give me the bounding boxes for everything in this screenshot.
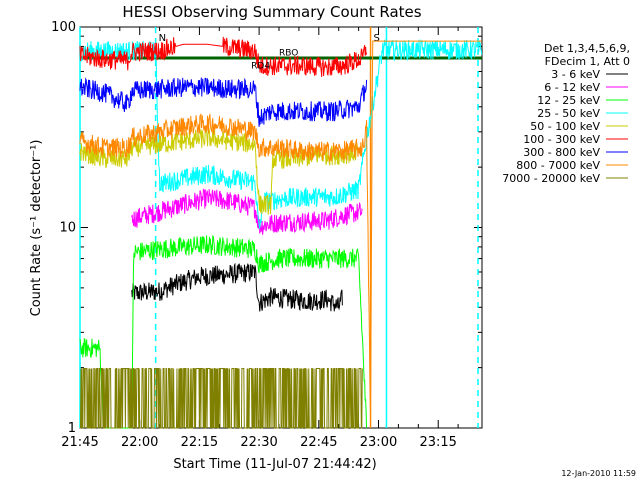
x-tick-label: 22:30: [240, 435, 277, 450]
x-axis-label: Start Time (11-Jul-07 21:44:42): [173, 457, 376, 472]
y-axis-label: Count Rate (s⁻¹ detector⁻¹): [29, 140, 44, 317]
legend-header: Det 1,3,4,5,6,9,: [544, 42, 630, 55]
series-line: [79, 40, 482, 411]
x-tick-label: 22:45: [300, 435, 337, 450]
series-line: [79, 77, 368, 127]
legend-header: FDecim 1, Att 0: [545, 55, 630, 68]
flag-annotation: RBO: [279, 49, 298, 59]
marker-label: N: [159, 33, 166, 44]
x-tick-label: 23:00: [360, 435, 397, 450]
x-tick-label: 23:15: [419, 435, 456, 450]
legend-label: 12 - 25 keV: [537, 94, 600, 107]
legend-label: 50 - 100 keV: [530, 120, 600, 133]
legend-label: 25 - 50 keV: [537, 107, 600, 120]
legend-label: 800 - 7000 keV: [516, 159, 600, 172]
legend: Det 1,3,4,5,6,9,FDecim 1, Att 03 - 6 keV…: [502, 42, 630, 185]
legend-label: 300 - 800 keV: [523, 146, 600, 159]
x-tick-label: 22:00: [121, 435, 158, 450]
legend-label: 100 - 300 keV: [523, 133, 600, 146]
legend-label: 7000 - 20000 keV: [502, 172, 600, 185]
footer-timestamp: 12-Jan-2010 11:59: [561, 469, 636, 478]
series-line: [131, 262, 343, 312]
y-tick-label: 10: [59, 221, 76, 236]
x-tick-label: 21:45: [61, 435, 98, 450]
legend-label: 3 - 6 keV: [551, 68, 600, 81]
series-line: [79, 368, 363, 429]
series-line: [79, 36, 368, 77]
plot-area: 1 10 100 21:45 22:00 22:15 22:30 22:45 23:00 23:1…: [51, 20, 483, 450]
legend-label: 6 - 12 keV: [544, 81, 600, 94]
x-tick-label: 22:15: [181, 435, 218, 450]
chart-title: HESSI Observing Summary Count Rates: [122, 3, 421, 21]
series-line: [131, 188, 363, 235]
flag-annotation: RD4: [251, 62, 270, 72]
marker-label: S: [374, 33, 380, 44]
y-tick-label: 100: [51, 20, 76, 35]
y-tick-label: 1: [68, 421, 76, 436]
